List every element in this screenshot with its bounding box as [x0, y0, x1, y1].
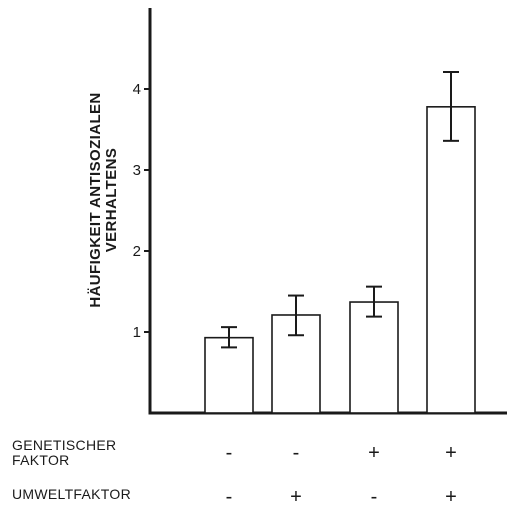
factor-sign-plus: + [445, 442, 457, 464]
factor-sign-minus: - [225, 486, 233, 508]
factor-sign-plus: + [445, 486, 457, 508]
y-axis-label-line: HÄUFIGKEIT ANTISOZIALEN [87, 92, 104, 307]
factor-name: GENETISCHER FAKTOR [12, 437, 117, 468]
error-bars [221, 70, 459, 349]
bar [426, 106, 476, 414]
y-ticks: 1 2 3 4 [133, 81, 150, 341]
factor-sign-minus: - [292, 442, 300, 464]
factor-sign-plus: + [290, 486, 302, 508]
y-axis-label: HÄUFIGKEIT ANTISOZIALEN VERHALTENS [87, 92, 120, 307]
bars [204, 106, 476, 414]
y-tick-label: 1 [133, 324, 141, 341]
y-tick-label: 4 [133, 81, 141, 98]
y-tick-label: 2 [133, 243, 141, 260]
factor-sign-minus: - [225, 442, 233, 464]
y-axis-label-line: VERHALTENS [103, 148, 120, 253]
bar [349, 301, 399, 414]
factor-name: UMWELTFAKTOR [12, 486, 131, 502]
y-tick-label: 3 [133, 162, 141, 179]
factor-sign-minus: - [370, 486, 378, 508]
factor-sign-plus: + [368, 442, 380, 464]
bar [204, 336, 254, 414]
